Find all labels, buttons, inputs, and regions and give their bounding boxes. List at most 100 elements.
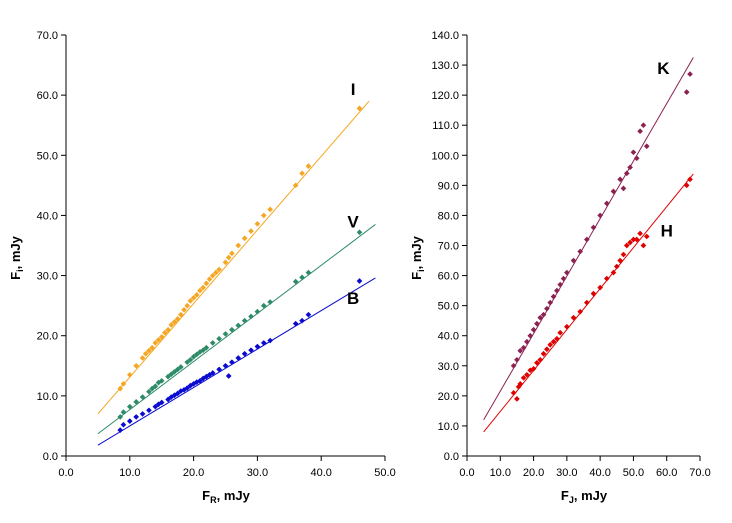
x-tick-label: 30.0: [556, 467, 577, 479]
series-k-point: [527, 332, 534, 339]
series-v-point: [187, 356, 194, 363]
series-k-point: [514, 356, 520, 363]
x-tick-label: 0.0: [58, 467, 73, 479]
series-i-point: [206, 276, 213, 283]
series-h-point: [530, 365, 537, 372]
series-h-point: [510, 390, 517, 396]
series-h-point: [520, 374, 527, 381]
series-h-point: [554, 335, 560, 342]
y-tick-label: 40.0: [438, 331, 459, 343]
y-tick-label: 130.0: [431, 60, 459, 72]
series-i-point: [292, 182, 299, 189]
series-b-point: [225, 373, 232, 379]
series-k-point: [540, 311, 547, 318]
series-h-point: [633, 236, 640, 243]
series-i-point: [190, 294, 197, 301]
series-h-point: [683, 182, 690, 189]
y-tick-label: 80.0: [438, 210, 459, 222]
series-i-fit-line: [97, 100, 370, 415]
series-i-point: [356, 105, 363, 112]
series-h-point: [617, 257, 623, 264]
series-i-point: [209, 272, 216, 279]
x-axis-title-main: F: [561, 488, 569, 503]
series-k-point: [620, 185, 627, 192]
y-tick-label: 50.0: [37, 150, 58, 162]
series-k-point: [637, 128, 643, 135]
y-tick-label: 60.0: [438, 271, 459, 283]
series-i-point: [162, 329, 168, 336]
series-i-label: I: [351, 80, 356, 99]
x-axis-title-rest: , mJy: [217, 488, 251, 503]
series-h-point: [610, 269, 617, 276]
x-tick-label: 30.0: [247, 467, 268, 479]
y-axis-title-main: F: [8, 272, 23, 280]
series-h-point: [590, 290, 597, 297]
y-tick-label: 20.0: [37, 331, 58, 343]
series-h-point: [547, 341, 554, 348]
y-tick-label: 90.0: [438, 180, 459, 192]
series-k-point: [640, 122, 647, 129]
series-v-point: [120, 409, 127, 415]
series-h-point: [637, 230, 643, 237]
series-k-point: [510, 362, 517, 369]
y-tick-label: 110.0: [432, 120, 459, 132]
series-h-point: [517, 381, 524, 387]
series-h-point: [623, 242, 630, 249]
series-h-point: [640, 242, 647, 249]
series-v-point: [235, 322, 242, 329]
series-k-point: [577, 248, 583, 255]
series-b-point: [254, 343, 261, 350]
series-i-point: [267, 206, 273, 213]
series-b-point: [299, 317, 305, 324]
x-tick-label: 10.0: [490, 467, 511, 479]
x-axis-title-main: F: [202, 488, 210, 503]
series-h-point: [597, 284, 603, 291]
series-b-point: [292, 320, 299, 327]
series-h-label: H: [661, 221, 673, 240]
series-k-point: [554, 287, 560, 294]
series-b-point: [146, 407, 152, 414]
series-i-point: [126, 371, 133, 378]
series-b-point: [222, 362, 229, 369]
series-h-point: [524, 371, 530, 378]
series-b-point: [248, 347, 254, 353]
series-i-point: [216, 266, 222, 273]
series-i-point: [193, 291, 200, 298]
x-axis-title-rest: , mJy: [574, 488, 608, 503]
y-axis-title-rest: , mJy: [8, 235, 23, 269]
series-i-point: [305, 163, 312, 169]
series-i-point: [222, 259, 229, 266]
series-k-point: [610, 188, 617, 195]
y-tick-label: 0.0: [444, 451, 459, 463]
svg-text:Fi, mJy: Fi, mJy: [8, 235, 25, 279]
series-h-point: [613, 263, 620, 270]
y-tick-label: 60.0: [37, 90, 58, 102]
x-axis-title: FR, mJy: [202, 488, 250, 505]
x-axis-title-sub: J: [569, 495, 574, 505]
series-v-point: [158, 377, 165, 384]
series-i-point: [165, 326, 171, 333]
series-k-point: [534, 320, 540, 327]
series-h-point: [550, 338, 557, 345]
series-v-point: [356, 229, 363, 236]
y-tick-label: 0.0: [43, 451, 58, 463]
series-b-point: [139, 411, 146, 417]
y-tick-label: 10.0: [438, 421, 459, 433]
y-tick-label: 140.0: [431, 30, 459, 42]
y-tick-label: 70.0: [438, 241, 459, 253]
x-tick-label: 20.0: [183, 467, 204, 479]
series-k-point: [524, 338, 530, 345]
series-v-point: [292, 278, 299, 285]
series-h-point: [577, 308, 583, 315]
series-b-point: [305, 311, 312, 318]
series-v-point: [146, 388, 152, 395]
series-i-point: [225, 254, 232, 261]
series-k-label: K: [657, 59, 670, 78]
series-i-point: [117, 385, 124, 392]
series-i-point: [149, 344, 155, 351]
series-h-point: [514, 396, 520, 402]
series-b-point: [260, 340, 267, 346]
x-tick-label: 50.0: [374, 467, 395, 479]
series-h-point: [603, 275, 610, 282]
series-h-point: [564, 323, 570, 330]
